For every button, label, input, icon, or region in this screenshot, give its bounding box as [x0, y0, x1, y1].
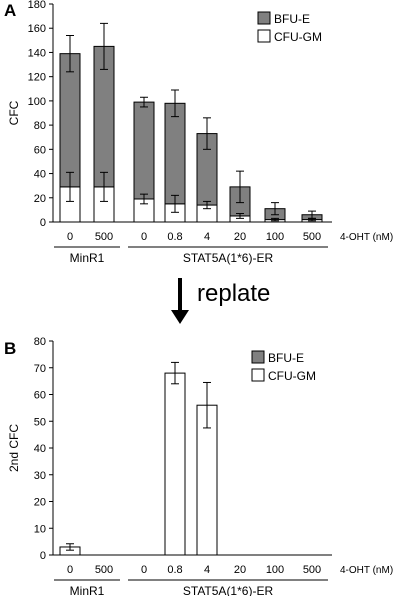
- x-tick-label: 500: [303, 564, 321, 576]
- replate-label: replate: [197, 280, 270, 307]
- legend-swatch: [251, 368, 265, 382]
- y-tick-label: 0: [40, 550, 46, 562]
- x-tick-label: 20: [234, 231, 246, 243]
- y-tick-label: 180: [28, 0, 46, 11]
- x-unit-label: 4-OHT (nM): [340, 565, 393, 576]
- bar-cfu-gm: [164, 372, 186, 556]
- x-tick-label: 0.8: [167, 231, 182, 243]
- y-tick-label: 30: [34, 470, 46, 482]
- x-tick-label: 500: [303, 231, 321, 243]
- y-tick-label: 0: [40, 217, 46, 229]
- y-tick-label: 120: [28, 72, 46, 84]
- x-tick-label: 20: [234, 564, 246, 576]
- x-tick-label: 100: [266, 564, 284, 576]
- group-label: STAT5A(1*6)-ER: [183, 584, 274, 596]
- x-tick-label: 500: [95, 564, 113, 576]
- replate-arrow: replate: [171, 278, 270, 324]
- y-tick-label: 20: [34, 497, 46, 509]
- panel-label: B: [4, 339, 16, 358]
- x-tick-label: 100: [266, 231, 284, 243]
- legend-label: CFU-GM: [268, 369, 316, 383]
- y-tick-label: 40: [34, 443, 46, 455]
- arrow-head-icon: [171, 310, 189, 324]
- y-tick-label: 20: [34, 193, 46, 205]
- x-tick-label: 4: [204, 231, 210, 243]
- y-tick-label: 40: [34, 169, 46, 181]
- y-tick-label: 160: [28, 23, 46, 35]
- x-tick-label: 4: [204, 564, 210, 576]
- x-unit-label: 4-OHT (nM): [340, 232, 393, 243]
- legend-label: CFU-GM: [274, 30, 322, 44]
- group-label: MinR1: [70, 251, 105, 265]
- y-tick-label: 80: [34, 336, 46, 348]
- bar-bfu-e: [59, 53, 81, 188]
- y-axis-label: 2nd CFC: [7, 424, 21, 472]
- y-tick-label: 50: [34, 416, 46, 428]
- panel-label: A: [4, 1, 16, 20]
- y-tick-label: 100: [28, 96, 46, 108]
- panel-b-chart: B 2nd CFC 0 10 20 30 40 50 60 70 80 0 500 0 0.8 4 20 100 5…: [4, 336, 393, 596]
- legend-label: BFU-E: [268, 351, 304, 365]
- panel-a-chart: A CFC 0 20 40 60 80 100 120 140 160 180 0 500 0 0.8 4 20 1…: [4, 0, 393, 265]
- x-tick-label: 500: [95, 231, 113, 243]
- x-tick-label: 0.8: [167, 564, 182, 576]
- bar-bfu-e: [164, 102, 186, 205]
- x-tick-label: 0: [67, 231, 73, 243]
- y-tick-label: 60: [34, 390, 46, 402]
- y-tick-label: 60: [34, 144, 46, 156]
- y-tick-label: 140: [28, 47, 46, 59]
- y-tick-label: 10: [34, 523, 46, 535]
- group-label: MinR1: [70, 584, 105, 596]
- y-axis-label: CFC: [7, 100, 21, 125]
- y-tick-label: 80: [34, 120, 46, 132]
- bar-bfu-e: [133, 101, 155, 200]
- x-tick-label: 0: [141, 231, 147, 243]
- legend-swatch: [257, 11, 271, 25]
- legend-swatch: [251, 350, 265, 364]
- x-tick-label: 0: [67, 564, 73, 576]
- legend-swatch: [257, 29, 271, 43]
- legend-label: BFU-E: [274, 12, 310, 26]
- group-label: STAT5A(1*6)-ER: [183, 251, 274, 265]
- x-tick-label: 0: [141, 564, 147, 576]
- y-tick-label: 70: [34, 363, 46, 375]
